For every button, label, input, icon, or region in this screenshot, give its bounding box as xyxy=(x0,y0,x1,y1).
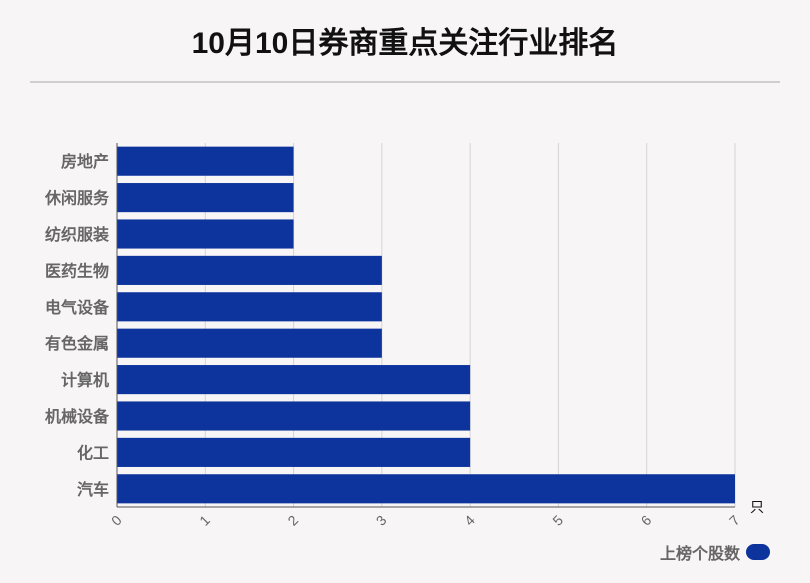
legend-swatch xyxy=(746,544,770,560)
bar[interactable] xyxy=(117,183,294,213)
category-label: 汽车 xyxy=(77,480,109,499)
x-tick-label: 2 xyxy=(284,512,301,529)
legend-label: 上榜个股数 xyxy=(659,546,740,563)
axes xyxy=(116,143,735,508)
x-tick-labels: 0 1 2 3 4 5 6 7 xyxy=(108,512,743,529)
chart-title: 10月10日券商重点关注行业排名 xyxy=(191,27,619,60)
x-tick-label: 5 xyxy=(549,512,566,529)
bar[interactable] xyxy=(117,146,294,176)
category-label: 化工 xyxy=(77,443,109,462)
bar[interactable] xyxy=(117,219,294,249)
x-tick-label: 1 xyxy=(196,512,213,529)
bars xyxy=(117,146,735,504)
title-divider xyxy=(30,81,780,83)
category-label: 房地产 xyxy=(61,152,109,171)
legend[interactable]: 上榜个股数 xyxy=(660,540,770,564)
x-tick-label: 4 xyxy=(461,512,478,529)
category-label: 机械设备 xyxy=(45,407,110,426)
category-label: 休闲服务 xyxy=(44,189,110,208)
bar[interactable] xyxy=(117,437,471,467)
category-label: 电气设备 xyxy=(45,298,110,317)
x-tick-label: 7 xyxy=(726,512,743,529)
x-tick-label: 3 xyxy=(373,512,390,529)
category-label: 有色金属 xyxy=(45,334,109,353)
category-label: 计算机 xyxy=(61,371,109,390)
category-label: 医药生物 xyxy=(45,261,109,280)
bar[interactable] xyxy=(117,328,382,358)
x-tick-label: 0 xyxy=(108,512,125,529)
bar[interactable] xyxy=(117,365,471,395)
bar[interactable] xyxy=(117,292,382,322)
bar[interactable] xyxy=(117,255,382,285)
x-axis-unit: 只 xyxy=(750,499,764,515)
x-tick-label: 6 xyxy=(638,512,655,529)
bar[interactable] xyxy=(117,474,735,504)
bar[interactable] xyxy=(117,401,471,431)
category-label: 纺织服装 xyxy=(45,225,109,244)
